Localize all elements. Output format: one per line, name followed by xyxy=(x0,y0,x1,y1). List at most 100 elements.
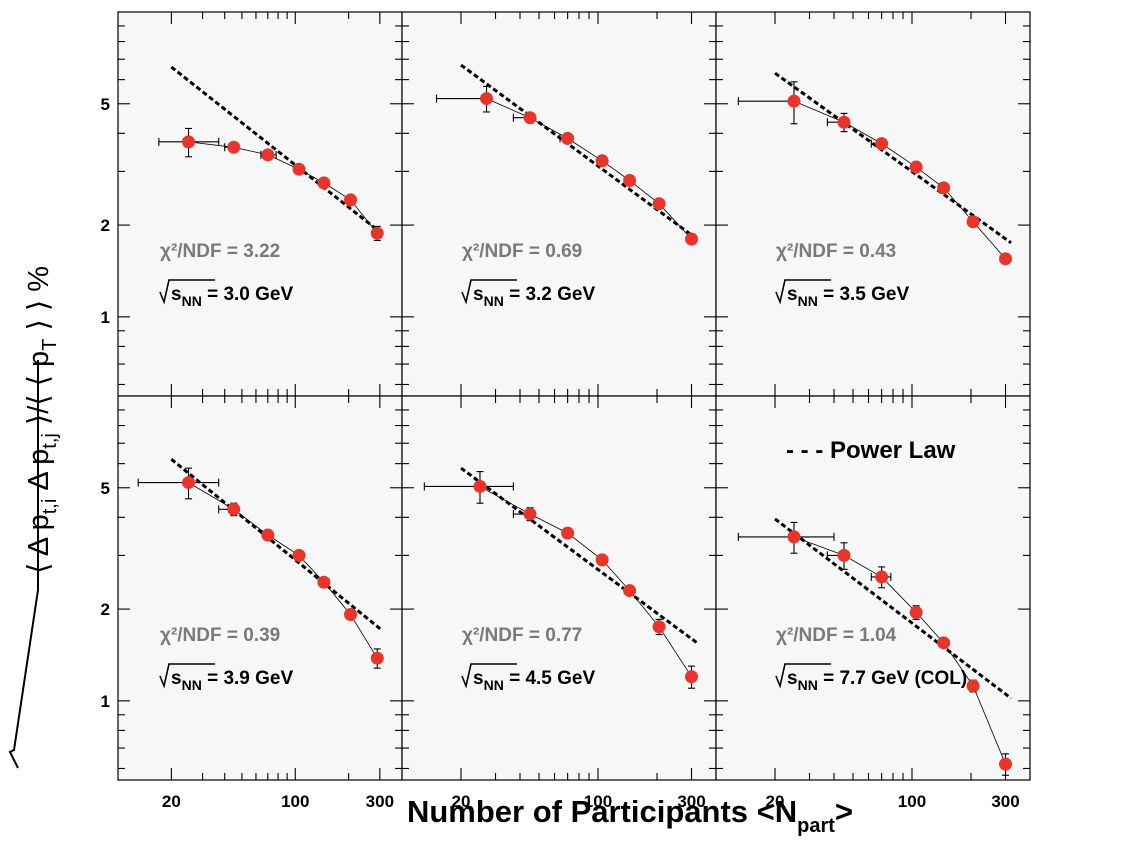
power-law-fit-line xyxy=(774,71,1012,244)
chi2-ndf-label: χ²/NDF = 0.77 xyxy=(462,625,582,646)
x-axis-title: Number of Participants <Npart> xyxy=(407,794,853,837)
legend-label: - - - Power Law xyxy=(786,437,956,464)
data-point xyxy=(182,476,196,490)
panel-6: 20 100 300 χ²/NDF = 1.04 sNN = 7.7 GeV (COL)… xyxy=(715,395,1031,811)
chi2-ndf-label: χ²/NDF = 0.39 xyxy=(160,625,280,646)
data-point xyxy=(837,548,851,562)
y-tick-label: 2 xyxy=(101,216,110,235)
data-point xyxy=(292,548,306,562)
panel-frame xyxy=(715,395,1031,781)
data-point xyxy=(523,507,537,521)
panel-frame xyxy=(401,395,717,781)
data-point xyxy=(561,526,575,540)
y-tick-label: 5 xyxy=(101,95,110,114)
data-point xyxy=(370,226,384,240)
energy-symbol: s xyxy=(473,668,484,689)
data-point xyxy=(595,553,609,567)
chi2-ndf-label: χ²/NDF = 1.04 xyxy=(776,625,897,646)
data-point xyxy=(317,176,331,190)
sqrt-sign xyxy=(775,663,831,689)
data-point xyxy=(909,605,923,619)
data-point xyxy=(652,197,666,211)
x-tick-label: 300 xyxy=(366,792,394,811)
sqrt-sign xyxy=(159,663,215,689)
y-axis-title-part: ⟩ ⟩ % xyxy=(23,266,55,339)
x-axis-title-end: > xyxy=(835,794,853,829)
data-point xyxy=(370,651,384,665)
data-point xyxy=(966,215,980,229)
data-point xyxy=(787,94,801,108)
data-point xyxy=(561,131,575,145)
y-axis-title: ⟨ Δ pt,i Δ pt,j ⟩/⟨ ⟨ pT ⟩ ⟩ % xyxy=(23,266,61,574)
energy-value: = 3.9 GeV xyxy=(202,668,294,689)
data-point xyxy=(292,162,306,176)
data-point xyxy=(787,530,801,544)
sqrt-sign xyxy=(461,279,517,305)
energy-symbol: s xyxy=(473,284,484,305)
energy-subscript: NN xyxy=(484,293,504,309)
data-point xyxy=(909,160,923,174)
panel-3: χ²/NDF = 0.43 sNN = 3.5 GeV xyxy=(715,11,1031,397)
data-point xyxy=(227,502,241,516)
energy-value: = 3.2 GeV xyxy=(504,284,596,305)
panel-frame xyxy=(401,11,717,397)
energy-symbol: s xyxy=(787,284,798,305)
data-point xyxy=(937,636,951,650)
data-point xyxy=(344,193,358,207)
energy-symbol: s xyxy=(171,668,182,689)
x-axis-title-sub: part xyxy=(797,815,835,837)
energy-label: sNN = 3.5 GeV xyxy=(787,284,910,309)
data-point xyxy=(999,757,1013,771)
data-point xyxy=(595,154,609,168)
energy-symbol: s xyxy=(171,284,182,305)
data-point xyxy=(261,148,275,162)
power-law-fit-line xyxy=(170,65,381,234)
data-point xyxy=(685,232,699,246)
sqrt-sign xyxy=(159,279,215,305)
data-point xyxy=(227,140,241,154)
data-point xyxy=(317,575,331,589)
x-tick-label: 20 xyxy=(766,792,785,811)
data-point xyxy=(473,479,487,493)
data-point xyxy=(480,92,494,106)
panel-5: 20 100 300 χ²/NDF = 0.77 sNN = 4.5 GeV xyxy=(401,395,717,811)
y-axis-sqrt-sign xyxy=(8,360,39,769)
y-tick-label: 1 xyxy=(101,308,110,327)
energy-symbol: s xyxy=(787,668,798,689)
power-law-fit-line xyxy=(170,458,384,632)
y-tick-label: 5 xyxy=(101,479,110,498)
sqrt-sign xyxy=(461,663,517,689)
x-axis-title-main: Number of Participants <N xyxy=(407,794,797,829)
data-point xyxy=(623,584,637,598)
chi2-ndf-label: χ²/NDF = 0.43 xyxy=(776,241,896,262)
energy-label: sNN = 4.5 GeV xyxy=(473,668,596,693)
data-point xyxy=(875,570,889,584)
data-point xyxy=(523,111,537,125)
energy-value: = 3.0 GeV xyxy=(202,284,294,305)
y-axis-title-group: ⟨ Δ pt,i Δ pt,j ⟩/⟨ ⟨ pT ⟩ ⟩ % xyxy=(23,266,61,574)
energy-value: = 7.7 GeV (COL) xyxy=(818,668,967,689)
x-tick-label: 300 xyxy=(991,792,1019,811)
x-tick-label: 100 xyxy=(584,792,612,811)
data-point xyxy=(685,670,699,684)
energy-label: sNN = 3.9 GeV xyxy=(171,668,294,693)
data-point xyxy=(182,135,196,149)
x-tick-label: 300 xyxy=(677,792,705,811)
data-point xyxy=(261,528,275,542)
data-point xyxy=(875,137,889,151)
y-tick-label: 2 xyxy=(101,600,110,619)
data-point xyxy=(937,181,951,195)
energy-subscript: NN xyxy=(182,293,202,309)
power-law-fit-line xyxy=(774,517,1012,700)
panel-4: 20 100 300 1 2 5 χ²/NDF = 0.39 sNN = 3.9 GeV xyxy=(101,395,403,811)
data-point xyxy=(344,607,358,621)
y-axis-title-sub: t,j xyxy=(39,433,61,449)
energy-subscript: NN xyxy=(484,677,504,693)
sqrt-sign xyxy=(775,279,831,305)
energy-value: = 4.5 GeV xyxy=(504,668,596,689)
energy-label: sNN = 3.0 GeV xyxy=(171,284,294,309)
energy-subscript: NN xyxy=(798,677,818,693)
data-point xyxy=(837,115,851,129)
